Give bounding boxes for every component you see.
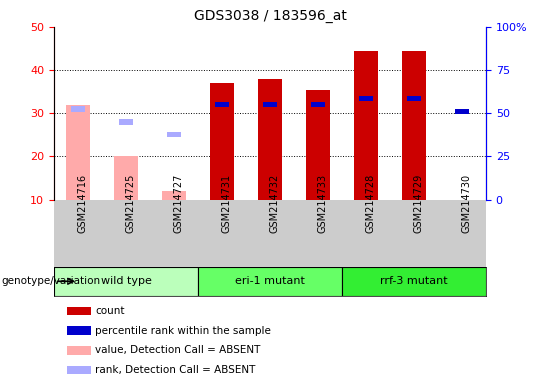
Bar xyxy=(67,307,91,315)
Bar xyxy=(342,267,486,296)
Text: GSM214728: GSM214728 xyxy=(366,174,376,233)
Text: percentile rank within the sample: percentile rank within the sample xyxy=(95,326,271,336)
Bar xyxy=(67,366,91,374)
Bar xyxy=(54,267,198,296)
Bar xyxy=(354,51,378,200)
Bar xyxy=(66,104,90,200)
Bar xyxy=(306,89,330,200)
Bar xyxy=(67,346,91,354)
Bar xyxy=(264,102,276,107)
Bar xyxy=(312,102,325,107)
Text: genotype/variation: genotype/variation xyxy=(1,276,100,286)
Text: eri-1 mutant: eri-1 mutant xyxy=(235,276,305,286)
Text: rank, Detection Call = ABSENT: rank, Detection Call = ABSENT xyxy=(95,365,255,375)
Title: GDS3038 / 183596_at: GDS3038 / 183596_at xyxy=(193,9,347,23)
Text: wild type: wild type xyxy=(100,276,151,286)
Bar xyxy=(162,191,186,200)
Bar xyxy=(402,51,426,200)
Text: GSM214716: GSM214716 xyxy=(78,174,88,233)
Bar xyxy=(210,83,234,200)
Bar xyxy=(114,157,138,200)
Bar xyxy=(167,132,180,137)
Text: rrf-3 mutant: rrf-3 mutant xyxy=(380,276,448,286)
Bar xyxy=(119,119,133,124)
Bar xyxy=(455,109,469,114)
Bar xyxy=(215,102,228,107)
Text: count: count xyxy=(95,306,125,316)
Text: GSM214731: GSM214731 xyxy=(222,174,232,233)
Text: GSM214729: GSM214729 xyxy=(414,174,424,233)
Bar xyxy=(71,106,85,112)
Text: GSM214727: GSM214727 xyxy=(174,173,184,233)
Text: GSM214733: GSM214733 xyxy=(318,174,328,233)
Text: GSM214732: GSM214732 xyxy=(270,174,280,233)
Bar xyxy=(67,326,91,335)
Bar xyxy=(258,79,282,200)
Text: GSM214730: GSM214730 xyxy=(462,174,472,233)
Bar xyxy=(198,267,342,296)
Text: value, Detection Call = ABSENT: value, Detection Call = ABSENT xyxy=(95,345,260,355)
Bar xyxy=(360,96,373,101)
Text: GSM214725: GSM214725 xyxy=(126,173,136,233)
Bar xyxy=(407,96,421,101)
